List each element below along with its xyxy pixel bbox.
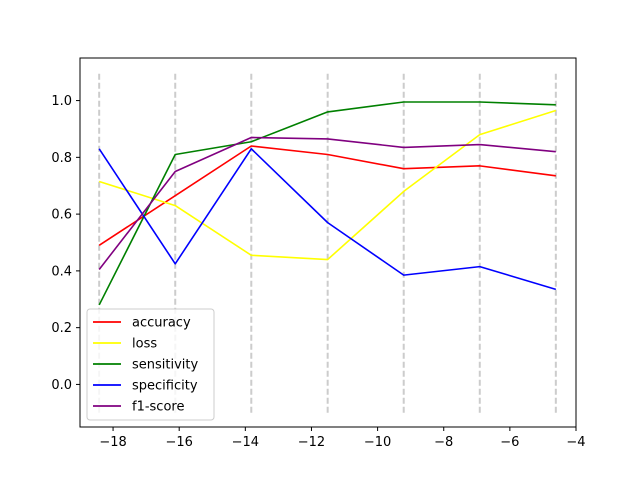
- y-tick-label: 0.0: [51, 378, 72, 393]
- y-tick-label: 0.8: [51, 151, 72, 166]
- x-tick-label: −4: [566, 435, 585, 450]
- legend-label-f1-score: f1-score: [132, 400, 184, 415]
- axes-frame: [79, 57, 577, 428]
- y-tick-label: 0.6: [51, 208, 72, 223]
- x-tick-label: −18: [99, 435, 126, 450]
- series-line-loss: [98, 109, 557, 261]
- legend-label-accuracy: accuracy: [132, 316, 191, 331]
- y-tick-label: 0.2: [51, 321, 72, 336]
- x-tick-label: −14: [232, 435, 259, 450]
- series-lines: [98, 101, 557, 306]
- y-tick-label: 0.4: [51, 264, 72, 279]
- y-tick-label: 1.0: [51, 94, 72, 109]
- x-tick-label: −12: [298, 435, 325, 450]
- series-line-specificity: [98, 148, 557, 291]
- legend: accuracy loss sensitivity specificity f1-sco…: [86, 308, 215, 421]
- series-line-sensitivity: [98, 101, 556, 306]
- x-tick-label: −10: [364, 435, 391, 450]
- y-axis: 0.0 0.2 0.4 0.6 0.8 1.0: [51, 94, 80, 393]
- x-axis: −18 −16 −14 −12 −10 −8 −6 −4: [99, 427, 586, 450]
- x-tick-label: −16: [165, 435, 192, 450]
- legend-label-sensitivity: sensitivity: [132, 358, 199, 373]
- series-line-f1-score: [98, 136, 556, 270]
- legend-label-loss: loss: [132, 337, 157, 352]
- series-line-accuracy: [98, 145, 556, 247]
- legend-box: [86, 308, 215, 421]
- legend-label-specificity: specificity: [132, 379, 198, 394]
- x-tick-label: −6: [500, 435, 519, 450]
- x-tick-label: −8: [434, 435, 453, 450]
